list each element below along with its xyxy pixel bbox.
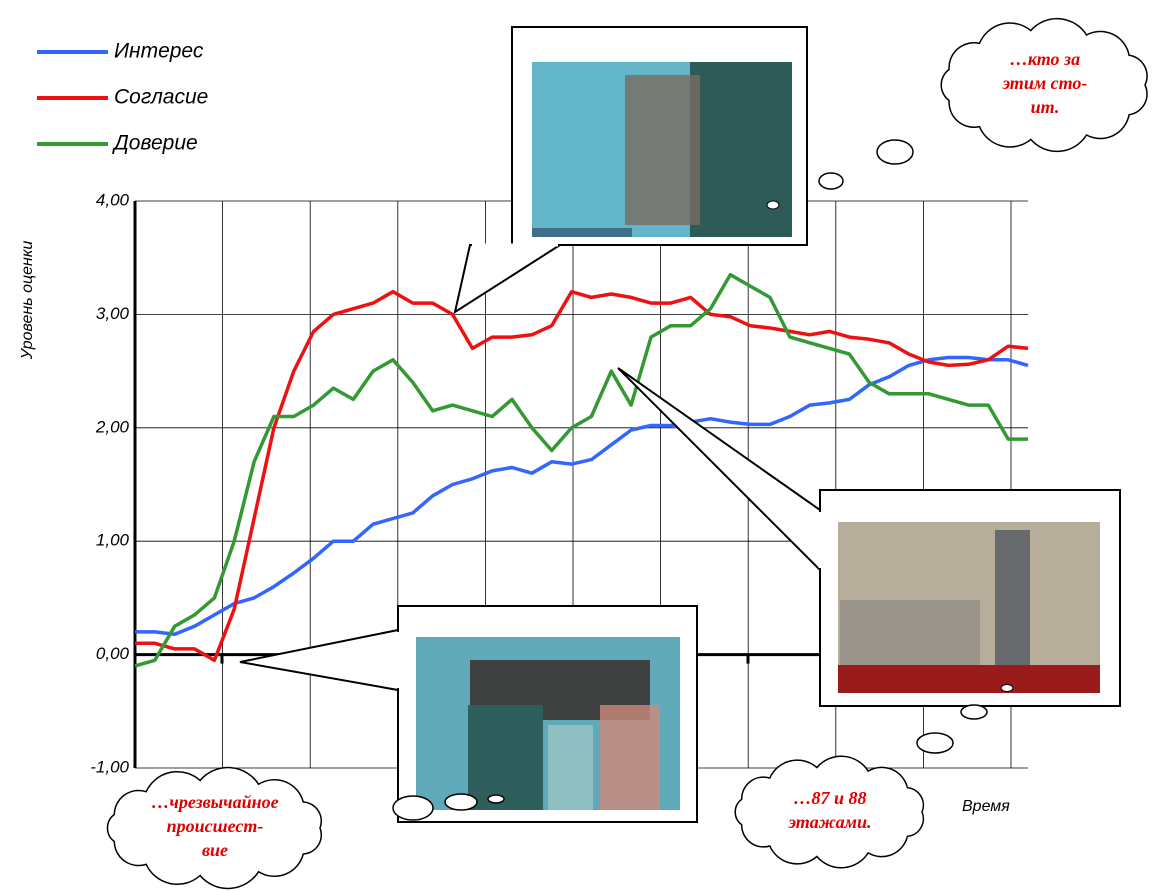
series-line	[134, 272, 1028, 668]
cloud	[734, 755, 925, 869]
annotation: вие	[202, 840, 228, 860]
x-axis-label: Время	[962, 798, 1010, 815]
callout	[617, 367, 1121, 707]
y-tick-label: 4,00	[96, 190, 130, 209]
y-tick-label: 2,00	[95, 417, 130, 436]
callout	[239, 605, 698, 823]
annotation: ит.	[1031, 97, 1060, 117]
legend-label: Доверие	[112, 132, 198, 155]
plot	[134, 272, 1029, 668]
thought-bubbles: …кто за этим сто-ит. …чрезвычайное происшес…	[106, 17, 1148, 890]
y-axis-label: Уровень оценки	[19, 241, 36, 361]
y-tick-label: 0,00	[96, 644, 130, 663]
annotation: этажами.	[788, 812, 872, 832]
annotation: …87 и 88	[793, 788, 866, 808]
series-line	[135, 289, 1029, 663]
annotation: происшест-	[167, 816, 264, 836]
cloud	[106, 766, 323, 890]
legend-label: Интерес	[114, 40, 204, 63]
legend-label: Согласие	[114, 86, 208, 109]
annotation: этим сто-	[1002, 73, 1088, 93]
legend: Интерес Согласие Доверие	[37, 40, 208, 155]
y-tick-label: -1,00	[90, 757, 129, 776]
series-line	[135, 355, 1029, 636]
callout	[453, 26, 808, 315]
annotation: …кто за	[1010, 49, 1080, 69]
y-tick-label: 1,00	[96, 531, 130, 550]
cloud	[940, 17, 1148, 153]
y-tick-label: 3,00	[96, 304, 130, 323]
annotation: …чрезвычайное	[151, 792, 278, 812]
